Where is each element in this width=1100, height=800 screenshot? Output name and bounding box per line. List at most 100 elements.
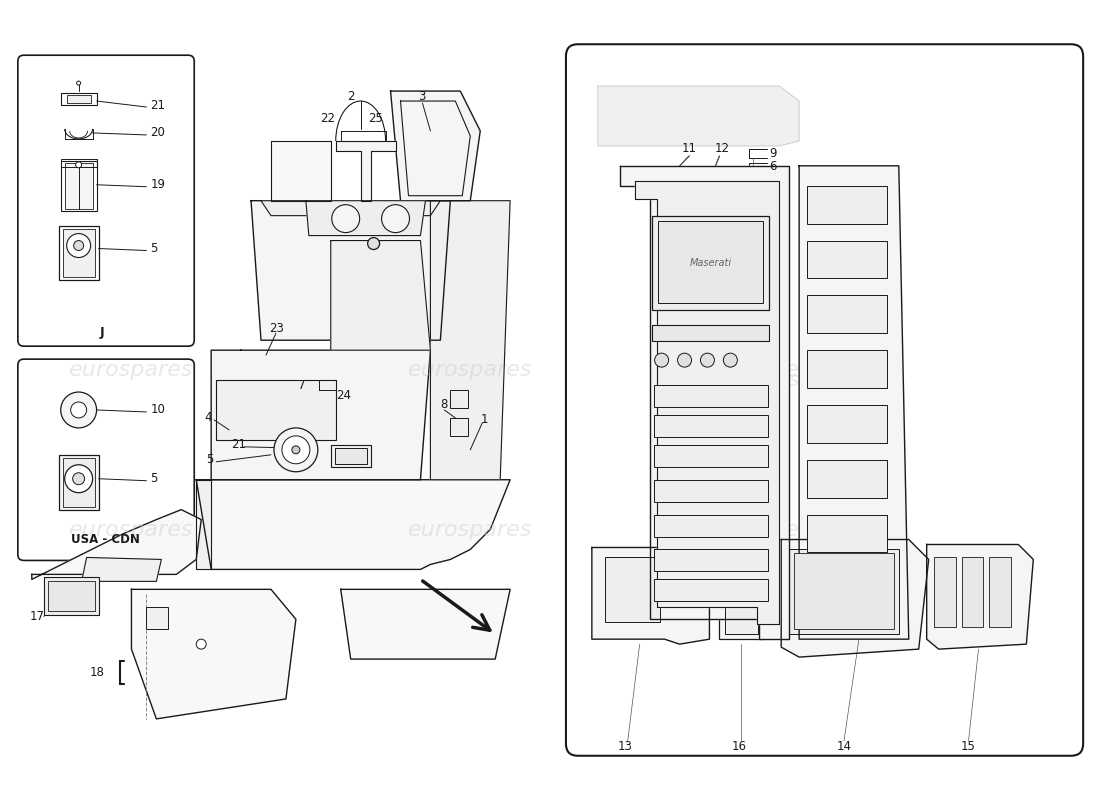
Text: eurospares: eurospares — [408, 360, 532, 380]
Circle shape — [382, 205, 409, 233]
Bar — [58, 226, 99, 281]
Bar — [719, 545, 764, 639]
Text: 15: 15 — [961, 740, 976, 754]
Bar — [807, 570, 887, 607]
Text: eurospares: eurospares — [745, 370, 854, 390]
Text: 5: 5 — [206, 454, 213, 466]
Bar — [58, 455, 99, 510]
Text: 12: 12 — [714, 142, 729, 155]
Circle shape — [282, 436, 310, 464]
Bar — [60, 159, 97, 167]
Polygon shape — [799, 166, 909, 639]
Bar — [794, 554, 894, 630]
Bar — [807, 514, 887, 553]
Bar — [450, 418, 469, 436]
Text: eurospares: eurospares — [69, 360, 194, 380]
Polygon shape — [196, 480, 510, 570]
Polygon shape — [211, 350, 430, 480]
Text: 3: 3 — [418, 90, 426, 102]
Text: 4: 4 — [205, 411, 211, 425]
Bar — [217, 380, 336, 440]
Circle shape — [332, 205, 360, 233]
Circle shape — [67, 234, 90, 258]
Bar — [450, 390, 469, 408]
Circle shape — [74, 241, 84, 250]
Bar — [63, 229, 95, 278]
Polygon shape — [430, 201, 510, 480]
Circle shape — [73, 473, 85, 485]
FancyBboxPatch shape — [18, 55, 195, 346]
Circle shape — [76, 162, 81, 168]
Text: 21: 21 — [231, 438, 246, 451]
Text: eurospares: eurospares — [69, 519, 194, 539]
Text: 6: 6 — [769, 160, 777, 174]
Bar — [807, 460, 887, 498]
Bar — [807, 405, 887, 443]
Polygon shape — [781, 539, 928, 657]
Text: 10: 10 — [151, 403, 165, 417]
Bar — [807, 241, 887, 278]
Circle shape — [77, 81, 80, 85]
FancyBboxPatch shape — [565, 44, 1084, 756]
Text: 13: 13 — [617, 740, 632, 754]
Text: 16: 16 — [732, 740, 747, 754]
Bar — [44, 578, 99, 615]
Bar — [934, 558, 956, 627]
Circle shape — [60, 392, 97, 428]
Text: 21: 21 — [151, 98, 165, 111]
Bar — [63, 458, 95, 506]
Text: Maserati: Maserati — [690, 258, 732, 269]
Circle shape — [724, 353, 737, 367]
Text: 20: 20 — [151, 126, 165, 139]
Bar — [605, 558, 660, 622]
Bar — [807, 295, 887, 334]
Bar — [961, 558, 983, 627]
Bar — [807, 186, 887, 224]
Text: 9: 9 — [769, 147, 777, 160]
Text: 2: 2 — [346, 90, 354, 102]
Bar — [653, 445, 768, 466]
Text: 5: 5 — [151, 472, 157, 486]
Bar — [651, 326, 769, 342]
Circle shape — [654, 353, 669, 367]
Circle shape — [274, 428, 318, 472]
Bar — [67, 95, 90, 103]
Circle shape — [292, 446, 300, 454]
Bar — [725, 550, 758, 634]
Bar — [653, 415, 768, 437]
Circle shape — [678, 353, 692, 367]
Bar — [65, 163, 92, 209]
Circle shape — [70, 402, 87, 418]
Polygon shape — [251, 201, 450, 340]
Polygon shape — [390, 91, 481, 201]
Polygon shape — [635, 181, 779, 624]
Bar — [807, 350, 887, 388]
Bar — [653, 514, 768, 537]
Bar — [653, 550, 768, 571]
Polygon shape — [306, 201, 426, 235]
Polygon shape — [926, 545, 1033, 649]
FancyBboxPatch shape — [18, 359, 195, 561]
Polygon shape — [592, 547, 710, 644]
Text: 22: 22 — [320, 113, 336, 126]
Text: eurospares: eurospares — [408, 519, 532, 539]
Text: 23: 23 — [270, 322, 284, 334]
Polygon shape — [331, 241, 430, 350]
Text: 18: 18 — [89, 666, 104, 678]
Bar — [331, 445, 371, 466]
Polygon shape — [32, 510, 201, 579]
Bar — [334, 448, 366, 464]
Text: 11: 11 — [682, 142, 696, 155]
Text: eurospares: eurospares — [688, 360, 812, 380]
Bar — [60, 93, 97, 105]
Text: 25: 25 — [368, 113, 383, 126]
Bar — [990, 558, 1011, 627]
Bar — [653, 480, 768, 502]
Polygon shape — [336, 141, 396, 201]
Text: USA - CDN: USA - CDN — [72, 533, 140, 546]
Text: 14: 14 — [836, 740, 851, 754]
Bar — [47, 582, 95, 611]
Circle shape — [65, 465, 92, 493]
Polygon shape — [261, 201, 440, 216]
Text: 5: 5 — [151, 242, 157, 255]
